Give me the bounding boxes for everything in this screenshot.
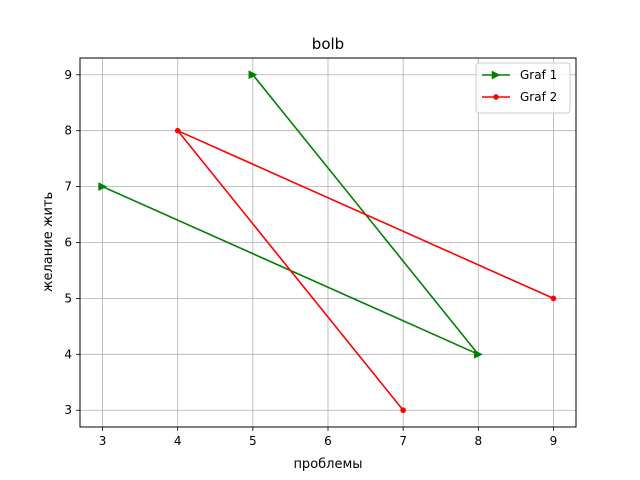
data-point (400, 407, 407, 414)
series-1 (98, 70, 483, 359)
legend-item: Graf 1 (482, 68, 557, 82)
series-line (177, 129, 554, 411)
legend-label: Graf 1 (520, 68, 557, 82)
legend-marker (493, 94, 499, 100)
legend-label: Graf 2 (520, 90, 557, 104)
y-tick-label: 4 (64, 347, 72, 361)
x-tick-label: 5 (249, 434, 257, 448)
data-point (550, 295, 557, 302)
y-axis-label: желание жить (41, 192, 56, 292)
y-tick-label: 7 (64, 180, 72, 194)
data-point (248, 70, 258, 80)
x-tick-label: 6 (324, 434, 332, 448)
series-2 (174, 127, 557, 414)
x-tick-label: 7 (399, 434, 407, 448)
data-point (474, 349, 483, 359)
y-tick-label: 9 (64, 68, 72, 82)
x-tick-label: 3 (99, 434, 107, 448)
series-line (102, 74, 479, 356)
y-tick-label: 3 (64, 403, 72, 417)
legend-marker (491, 70, 501, 80)
legend: Graf 1 Graf 2 (475, 62, 571, 114)
data-point (174, 127, 181, 134)
data-point (98, 182, 108, 191)
chart-title: bolb (312, 35, 344, 53)
y-tick-label: 6 (64, 236, 72, 250)
ticks: 3 4 5 6 7 8 9 3 4 5 6 7 8 9 (64, 68, 557, 448)
x-tick-label: 9 (550, 434, 558, 448)
x-axis-label: проблемы (293, 457, 362, 472)
y-tick-label: 5 (64, 291, 72, 305)
y-tick-label: 8 (64, 124, 72, 138)
x-tick-label: 4 (174, 434, 182, 448)
legend-item: Graf 2 (482, 90, 557, 104)
series-layer (98, 70, 557, 414)
x-tick-label: 8 (474, 434, 482, 448)
